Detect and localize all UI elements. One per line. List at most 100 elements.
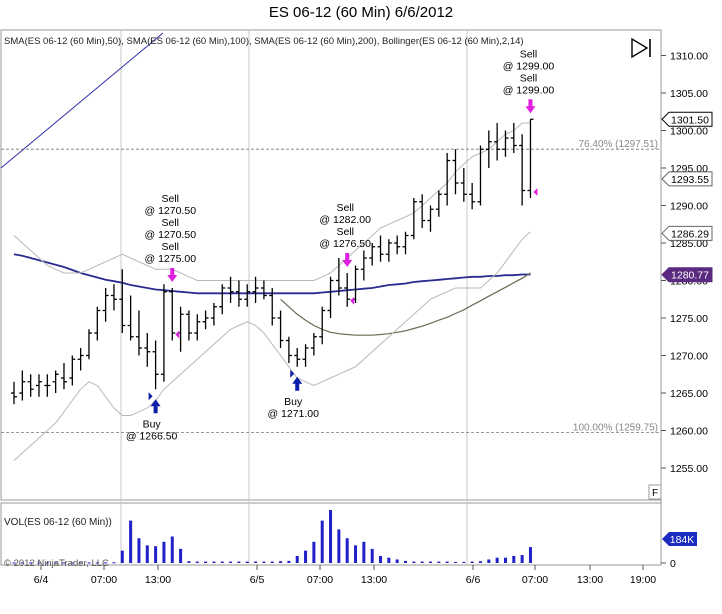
- volume-bar: [512, 555, 516, 563]
- ohlc-bar: [452, 149, 459, 195]
- buy-signal: Buy@ 1271.00: [267, 369, 319, 420]
- signal-label: @ 1271.00: [267, 408, 319, 420]
- price-tag-label: 1293.55: [671, 174, 709, 186]
- volume-bar: [487, 559, 491, 563]
- volume-label: VOL(ES 06-12 (60 Min)): [4, 517, 112, 528]
- volume-bar: [195, 561, 199, 563]
- ohlc-bar: [219, 284, 226, 315]
- buy-signal: Buy@ 1266.50: [126, 392, 178, 442]
- x-tick-label: 6/4: [34, 574, 49, 586]
- signal-label: @ 1299.00: [503, 60, 555, 72]
- volume-bar: [54, 562, 58, 564]
- ohlc-bar: [260, 280, 267, 300]
- play-bar-icon[interactable]: [631, 37, 651, 59]
- ohlc-bar: [60, 363, 67, 390]
- y-tick-label: 1255.00: [670, 463, 708, 475]
- ohlc-bar: [19, 370, 26, 401]
- price-bars: [11, 118, 534, 405]
- volume-bar: [370, 548, 374, 563]
- ohlc-bar: [402, 231, 409, 255]
- ohlc-bar: [360, 250, 367, 281]
- volume-bar: [453, 561, 457, 563]
- x-tick-label: 13:00: [361, 574, 387, 586]
- ohlc-bar: [477, 145, 484, 206]
- entry-marker-icon: [148, 392, 153, 401]
- volume-bar: [495, 557, 499, 563]
- volume-bar: [520, 555, 524, 563]
- ohlc-bar: [269, 288, 276, 326]
- volume-bar: [387, 557, 391, 563]
- volume-bar: [379, 555, 383, 563]
- volume-bar: [437, 561, 441, 563]
- ohlc-bar: [519, 134, 526, 206]
- volume-bar: [528, 547, 532, 563]
- ohlc-bar: [52, 370, 59, 393]
- copyright-text: © 2012 NinjaTrader, LLC: [4, 558, 109, 569]
- volume-bar: [62, 562, 66, 564]
- exit-marker-icon: [350, 296, 355, 305]
- signal-label: @ 1270.50: [145, 205, 197, 217]
- volume-bar: [295, 555, 299, 563]
- y-tick-label: 1290.00: [670, 201, 708, 213]
- ohlc-bar: [302, 344, 309, 367]
- ohlc-bar: [319, 306, 326, 345]
- volume-bar: [37, 562, 41, 564]
- y-tick-label: 1310.00: [670, 51, 708, 63]
- price-tag-label: 1301.50: [671, 114, 709, 126]
- ohlc-bar: [369, 243, 376, 266]
- price-tag-label: 1280.77: [671, 270, 709, 282]
- signal-label: @ 1270.50: [145, 229, 197, 241]
- ohlc-bar: [194, 314, 201, 341]
- volume-bars: [12, 510, 532, 564]
- ohlc-bar: [11, 381, 17, 405]
- signal-label: @ 1276.50: [319, 238, 371, 250]
- sma100-line: [0, 32, 164, 169]
- x-tick-label: 6/5: [250, 574, 265, 586]
- ohlc-bar: [294, 348, 301, 367]
- volume-bar: [362, 541, 366, 563]
- volume-bar: [229, 561, 233, 563]
- volume-bar: [204, 561, 208, 563]
- signal-label: @ 1275.00: [145, 253, 197, 265]
- volume-bar: [87, 562, 91, 564]
- ohlc-bar: [410, 198, 417, 240]
- signal-label: Sell: [162, 217, 180, 229]
- ohlc-bar: [435, 190, 442, 217]
- volume-bar: [345, 538, 349, 563]
- ohlc-bar: [202, 310, 209, 330]
- volume-bar: [220, 561, 224, 563]
- volume-bar: [212, 561, 216, 563]
- panel-button-label: F: [652, 488, 658, 499]
- panel-button[interactable]: [648, 484, 662, 500]
- ohlc-bar: [227, 276, 234, 303]
- price-tags: 1301.50 1293.55 1286.29 1280.77 184K: [661, 111, 713, 546]
- volume-tag-label: 184K: [670, 534, 695, 546]
- ohlc-bar: [160, 284, 167, 382]
- y-tick-label: 1275.00: [670, 313, 708, 325]
- ohlc-bar: [444, 153, 451, 206]
- ohlc-bar: [210, 303, 217, 326]
- signal-label: Sell: [162, 193, 180, 205]
- sell-arrow-icon: [342, 253, 353, 267]
- ohlc-bar: [244, 284, 251, 307]
- volume-bar: [95, 562, 99, 564]
- buy-arrow-icon: [292, 376, 303, 391]
- x-tick-label: 13:00: [145, 574, 171, 586]
- signal-label: Buy: [284, 396, 303, 408]
- ohlc-bar: [335, 258, 342, 296]
- ohlc-bar: [44, 374, 51, 397]
- exit-marker-icon: [533, 188, 538, 196]
- volume-bar: [404, 560, 408, 563]
- ohlc-bar: [27, 374, 34, 397]
- price-tag-upper_band: 1293.55: [661, 171, 713, 187]
- grid: [120, 30, 468, 565]
- ohlc-bar: [252, 276, 259, 303]
- ohlc-bar: [235, 280, 242, 307]
- ohlc-bar: [94, 306, 101, 341]
- fib-label: 100.00% (1259.75): [573, 422, 658, 433]
- volume-bar: [287, 560, 291, 563]
- signal-label: Buy: [143, 418, 162, 430]
